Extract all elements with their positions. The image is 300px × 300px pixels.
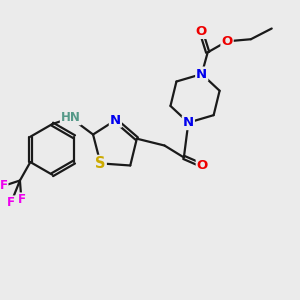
Text: S: S [95,156,106,171]
Text: N: N [196,68,207,81]
Text: O: O [197,159,208,172]
Text: F: F [17,194,26,206]
Text: F: F [7,196,15,209]
Text: N: N [110,114,121,127]
Text: N: N [183,116,194,129]
Text: O: O [221,35,233,48]
Text: HN: HN [61,111,81,124]
Text: F: F [0,179,8,192]
Text: O: O [196,25,207,38]
